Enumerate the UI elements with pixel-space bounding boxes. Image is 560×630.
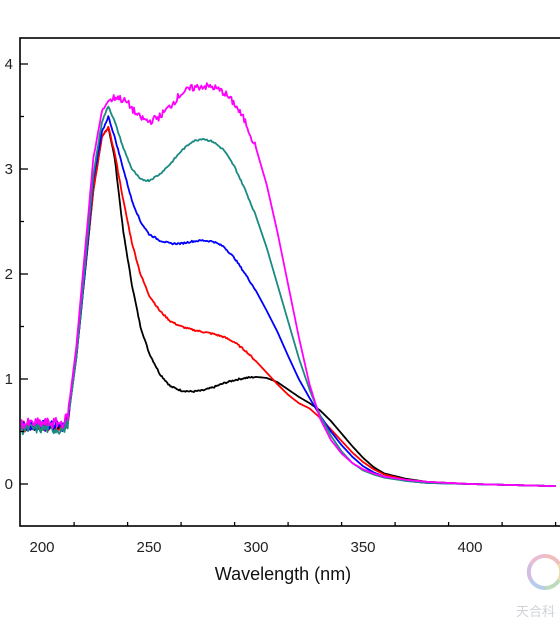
y-tick-label: 0 [5, 476, 13, 493]
x-tick-label: 350 [350, 539, 375, 556]
axes: 200 250 300 350 400 0 1 2 3 4 [5, 56, 557, 556]
series-line-2 [21, 125, 556, 487]
series-line-5 [21, 82, 556, 487]
x-tick-label: 250 [136, 539, 161, 556]
watermark: 天合科 [516, 553, 560, 620]
y-tick-label: 3 [5, 161, 13, 178]
x-tick-label: 300 [243, 539, 268, 556]
swirl-logo-icon [526, 553, 560, 591]
y-tick-label: 1 [5, 371, 13, 388]
series-line-3 [21, 115, 556, 487]
series-line-1 [21, 126, 556, 487]
x-tick-label: 200 [29, 539, 54, 556]
y-tick-label: 2 [5, 266, 13, 283]
watermark-text: 天合科 [516, 605, 555, 620]
plot-area [21, 82, 556, 487]
series-line-4 [21, 105, 556, 487]
plot-frame [19, 37, 560, 527]
x-axis-title: Wavelength (nm) [215, 564, 351, 584]
x-tick-label: 400 [457, 539, 482, 556]
y-tick-label: 4 [5, 56, 13, 73]
